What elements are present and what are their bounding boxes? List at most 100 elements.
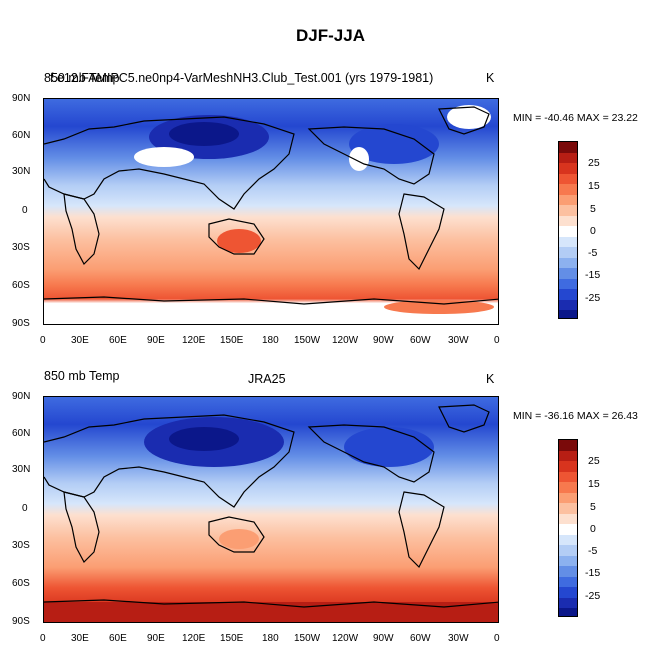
colorbar-label: -5	[588, 545, 598, 557]
colorbar-label: 5	[590, 501, 596, 513]
colorbar-swatch	[559, 513, 577, 524]
lat-label: 30S	[12, 242, 30, 253]
colorbar-label: -25	[585, 590, 601, 602]
colorbar-label: 25	[588, 455, 600, 467]
colorbar-label: -15	[585, 269, 601, 281]
colorbar-swatch	[559, 289, 577, 300]
panel-top-variable: 850 mb Temp	[44, 71, 120, 85]
panel-top-map	[43, 98, 499, 325]
colorbar-swatch	[559, 587, 577, 598]
lat-label: 90S	[12, 616, 30, 627]
colorbar-swatch	[559, 236, 577, 247]
lon-label: 30W	[448, 633, 469, 644]
panel-top: 850 mb Temp f.e12.FAMIPC5.ne0np4-VarMesh…	[0, 60, 661, 360]
colorbar-swatch	[559, 450, 577, 461]
lat-label: 90N	[12, 93, 31, 104]
lon-label: 0	[40, 633, 46, 644]
panel-bottom-stats: MIN = -36.16 MAX = 26.43	[513, 410, 638, 422]
colorbar-swatch	[559, 215, 577, 226]
colorbar-swatch	[559, 566, 577, 577]
colorbar-swatch	[559, 576, 577, 587]
colorbar-swatch	[559, 194, 577, 205]
panel-bottom-map	[43, 396, 499, 623]
colorbar-swatch	[559, 205, 577, 216]
colorbar-swatch	[559, 299, 577, 310]
lat-label: 90S	[12, 318, 30, 329]
panel-bottom-map-svg	[44, 397, 498, 622]
colorbar-swatch	[559, 278, 577, 289]
panel-top-stats: MIN = -40.46 MAX = 23.22	[513, 112, 638, 124]
lat-label: 30N	[12, 464, 31, 475]
colorbar-label: -5	[588, 247, 598, 259]
panel-top-units: K	[486, 71, 495, 85]
panel-bottom: 850 mb Temp JRA25 K MIN = -36.16 MAX = 2…	[0, 358, 661, 658]
colorbar-swatch	[559, 492, 577, 503]
lat-label: 60S	[12, 280, 30, 291]
colorbar-swatch	[559, 597, 577, 608]
lon-label: 0	[40, 335, 46, 346]
colorbar-swatch	[559, 608, 577, 616]
colorbar-swatch	[559, 461, 577, 472]
panel-bottom-units: K	[486, 372, 495, 386]
lon-label: 180	[262, 335, 279, 346]
colorbar-swatch	[559, 440, 577, 451]
colorbar-swatch	[559, 555, 577, 566]
colorbar-swatch	[559, 471, 577, 482]
panel-top-coastlines	[44, 106, 498, 305]
colorbar-swatch	[559, 545, 577, 556]
lon-label: 60W	[410, 633, 431, 644]
colorbar-swatch	[559, 268, 577, 279]
lat-label: 0	[22, 503, 28, 514]
lon-label: 150E	[220, 335, 244, 346]
colorbar-label: 25	[588, 157, 600, 169]
lon-label: 30W	[448, 335, 469, 346]
colorbar-label: 0	[590, 523, 596, 535]
colorbar-label: -15	[585, 567, 601, 579]
colorbar-label: 15	[588, 478, 600, 490]
colorbar-swatch	[559, 173, 577, 184]
colorbar-swatch	[559, 163, 577, 174]
colorbar-swatch	[559, 226, 577, 237]
panel-bottom-colorbar	[558, 439, 578, 617]
lon-label: 150W	[294, 335, 321, 346]
colorbar-label: 0	[590, 225, 596, 237]
lon-label: 120E	[182, 335, 206, 346]
lon-label: 0	[494, 633, 500, 644]
figure-title: DJF-JJA	[296, 26, 365, 45]
panel-top-case-title: f.e12.FAMIPC5.ne0np4-VarMeshNH3.Club_Tes…	[50, 71, 434, 85]
lat-label: 60N	[12, 428, 31, 439]
lon-label: 30E	[71, 335, 89, 346]
lon-label: 90E	[147, 633, 165, 644]
lon-label: 150W	[294, 633, 321, 644]
colorbar-swatch	[559, 142, 577, 153]
colorbar-swatch	[559, 503, 577, 514]
colorbar-swatch	[559, 152, 577, 163]
lon-label: 180	[262, 633, 279, 644]
colorbar-swatch	[559, 247, 577, 258]
colorbar-swatch	[559, 534, 577, 545]
lon-label: 150E	[220, 633, 244, 644]
lat-label: 60S	[12, 578, 30, 589]
lon-label: 60W	[410, 335, 431, 346]
colorbar-swatch	[559, 524, 577, 535]
lat-label: 0	[22, 205, 28, 216]
lat-label: 30N	[12, 166, 31, 177]
colorbar-swatch	[559, 482, 577, 493]
colorbar-label: -25	[585, 292, 601, 304]
lon-label: 90W	[373, 335, 394, 346]
lat-label: 30S	[12, 540, 30, 551]
panel-bottom-coastlines	[44, 404, 498, 608]
panel-bottom-variable: 850 mb Temp	[44, 369, 120, 383]
colorbar-swatch	[559, 257, 577, 268]
colorbar-swatch	[559, 184, 577, 195]
lon-label: 120E	[182, 633, 206, 644]
colorbar-label: 5	[590, 203, 596, 215]
lon-label: 120W	[332, 633, 359, 644]
lon-label: 90E	[147, 335, 165, 346]
lon-label: 0	[494, 335, 500, 346]
panel-top-colorbar	[558, 141, 578, 319]
lon-label: 120W	[332, 335, 359, 346]
panel-bottom-case-title: JRA25	[248, 372, 286, 386]
lon-label: 60E	[109, 335, 127, 346]
lon-label: 60E	[109, 633, 127, 644]
